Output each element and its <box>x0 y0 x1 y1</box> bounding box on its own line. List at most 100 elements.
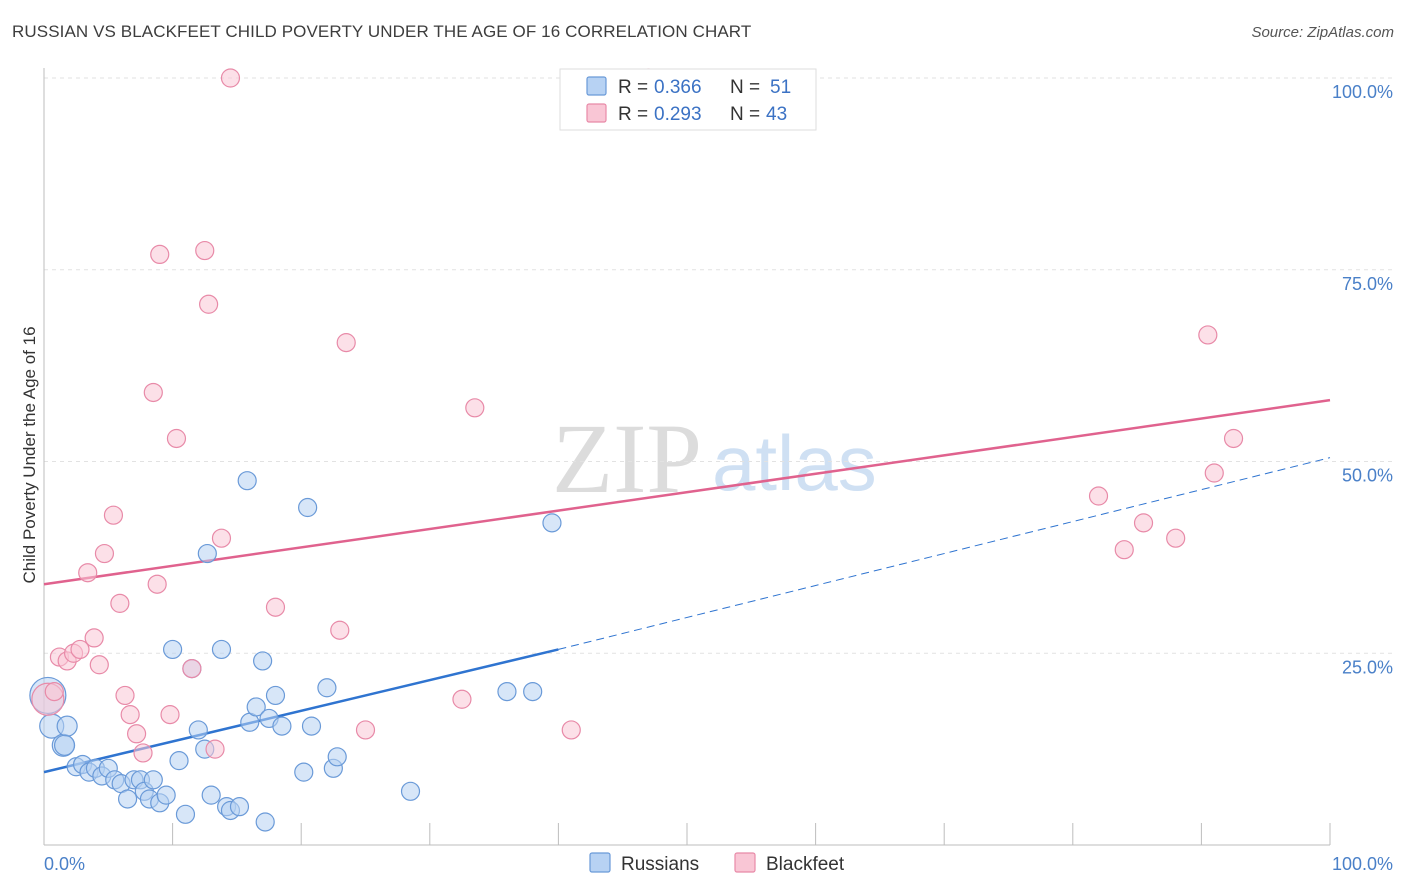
blackfeet-point <box>205 739 225 759</box>
x-tick-labels: 0.0% 100.0% <box>44 854 1393 874</box>
blackfeet-point <box>160 705 180 725</box>
legend-blackfeet-r-value: 0.293 <box>654 104 702 125</box>
bottom-legend-russians-swatch <box>589 852 611 873</box>
blackfeet-point <box>1223 428 1244 449</box>
russians-point <box>156 785 176 805</box>
y-tick-label: 50.0% <box>1342 466 1393 486</box>
watermark: ZIP atlas <box>552 403 877 514</box>
axes <box>43 68 1331 846</box>
blackfeet-point <box>1198 325 1218 345</box>
legend-russians-swatch <box>586 76 607 96</box>
russians-point <box>542 513 562 533</box>
russians-point <box>163 639 183 660</box>
blackfeet-point <box>166 428 187 449</box>
blackfeet-point <box>70 639 90 660</box>
x-tick-label: 0.0% <box>44 854 85 874</box>
russians-point <box>497 681 517 702</box>
russians-point <box>253 651 273 671</box>
blackfeet-point <box>126 724 147 744</box>
blackfeet-point <box>336 333 356 353</box>
blackfeet-point <box>89 655 109 675</box>
russians-point <box>272 716 292 736</box>
legend-russians-r-value: 0.366 <box>654 77 702 98</box>
y-tick-label: 25.0% <box>1342 657 1393 677</box>
bottom-legend-russians-label: Russians <box>621 854 699 875</box>
russians-point <box>169 751 189 771</box>
blackfeet-point <box>84 628 104 648</box>
blackfeet-point <box>78 563 98 583</box>
russians-point <box>523 681 543 702</box>
blackfeet-point <box>133 743 153 763</box>
russians-point <box>197 543 217 564</box>
blackfeet-point <box>94 543 115 564</box>
blackfeet-point <box>143 382 163 403</box>
chart-title: RUSSIAN VS BLACKFEET CHILD POVERTY UNDER… <box>12 22 752 41</box>
russians-point <box>246 697 266 717</box>
legend-blackfeet-r-label: R = <box>618 104 648 125</box>
legend-blackfeet-n-label: N = <box>730 104 760 125</box>
russians-point <box>400 781 421 801</box>
russians-point <box>117 789 138 809</box>
blackfeet-point <box>1088 486 1109 506</box>
source-label: Source: ZipAtlas.com <box>1251 24 1394 41</box>
russians-point <box>53 734 76 756</box>
bottom-legend: Russians Blackfeet <box>589 852 845 875</box>
russians-point <box>294 762 314 782</box>
russians-point <box>188 720 208 740</box>
legend-blackfeet-n-value: 43 <box>766 104 787 125</box>
y-tick-label: 100.0% <box>1332 82 1393 102</box>
blackfeet-point <box>195 240 215 261</box>
blackfeet-point <box>1166 528 1186 548</box>
grid <box>44 77 1394 654</box>
y-axis-label: Child Poverty Under the Age of 16 <box>20 326 39 583</box>
y-tick-label: 75.0% <box>1342 274 1393 294</box>
blackfeet-trend-line <box>43 398 1331 586</box>
bottom-legend-blackfeet-label: Blackfeet <box>766 854 845 875</box>
russians-points <box>29 471 562 832</box>
russians-point <box>317 678 337 698</box>
russians-trend-line <box>43 648 559 774</box>
blackfeet-point <box>147 574 167 594</box>
blackfeet-point <box>355 720 376 740</box>
watermark-atlas: atlas <box>712 419 877 507</box>
blackfeet-point <box>452 689 472 709</box>
russians-point <box>298 497 318 518</box>
blackfeet-point <box>120 705 140 725</box>
blackfeet-point <box>199 294 219 314</box>
blackfeet-point <box>265 597 286 617</box>
y-tick-labels: 25.0% 50.0% 75.0% 100.0% <box>1332 82 1393 677</box>
watermark-zip: ZIP <box>552 403 702 514</box>
blackfeet-point <box>103 505 124 525</box>
x-tick-label: 100.0% <box>1332 854 1393 874</box>
russians-point <box>143 770 163 790</box>
legend-russians-r-label: R = <box>618 77 648 98</box>
blackfeet-point <box>1114 540 1134 560</box>
blackfeet-point <box>110 593 130 613</box>
legend-russians-n-value: 51 <box>770 77 791 98</box>
russians-point <box>237 471 257 491</box>
russians-point <box>175 804 196 824</box>
blackfeet-point <box>1204 463 1224 483</box>
russians-point <box>229 797 250 817</box>
trend-lines <box>43 398 1331 774</box>
blackfeet-point <box>150 244 170 265</box>
blackfeet-point <box>465 398 485 418</box>
russians-point <box>211 639 232 660</box>
blackfeet-point <box>115 685 135 706</box>
blackfeet-point <box>220 68 241 88</box>
russians-point <box>255 812 275 832</box>
blackfeet-points <box>31 68 1244 763</box>
russians-point <box>301 716 322 736</box>
blackfeet-point <box>211 528 232 548</box>
russians-point <box>201 785 221 805</box>
russians-point <box>56 715 78 737</box>
legend: R = 0.366 N = 51 R = 0.293 N = 43 <box>559 68 817 131</box>
russians-point <box>265 685 286 706</box>
blackfeet-point <box>561 720 581 740</box>
blackfeet-point <box>330 620 350 640</box>
bottom-legend-blackfeet-swatch <box>734 852 756 873</box>
blackfeet-point <box>1133 513 1154 533</box>
legend-russians-n-label: N = <box>730 77 760 98</box>
blackfeet-point <box>44 681 64 702</box>
russians-point <box>327 747 347 767</box>
